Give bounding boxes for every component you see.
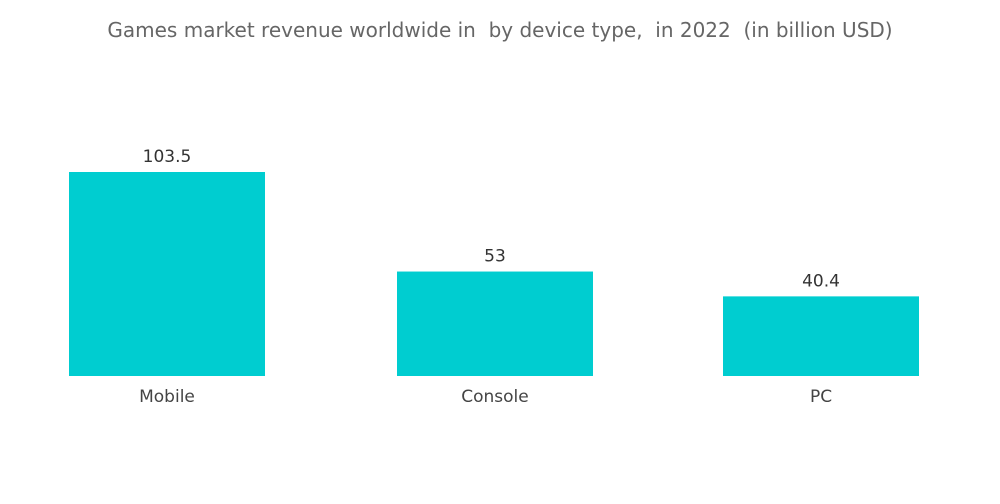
bar-console: [397, 271, 593, 376]
category-label-mobile: Mobile: [139, 387, 195, 407]
value-label-mobile: 103.5: [143, 147, 192, 167]
bar-mobile: [69, 172, 265, 376]
value-label-pc: 40.4: [802, 271, 840, 291]
bars-layer: [69, 172, 919, 376]
category-label-pc: PC: [810, 387, 832, 407]
value-label-console: 53: [484, 247, 506, 267]
value-labels-layer: 103.5 53 40.4: [143, 147, 840, 291]
bar-pc: [723, 296, 919, 376]
chart-title: Games market revenue worldwide in by dev…: [107, 18, 893, 42]
category-label-console: Console: [461, 387, 529, 407]
category-labels-layer: Mobile Console PC: [139, 387, 832, 407]
